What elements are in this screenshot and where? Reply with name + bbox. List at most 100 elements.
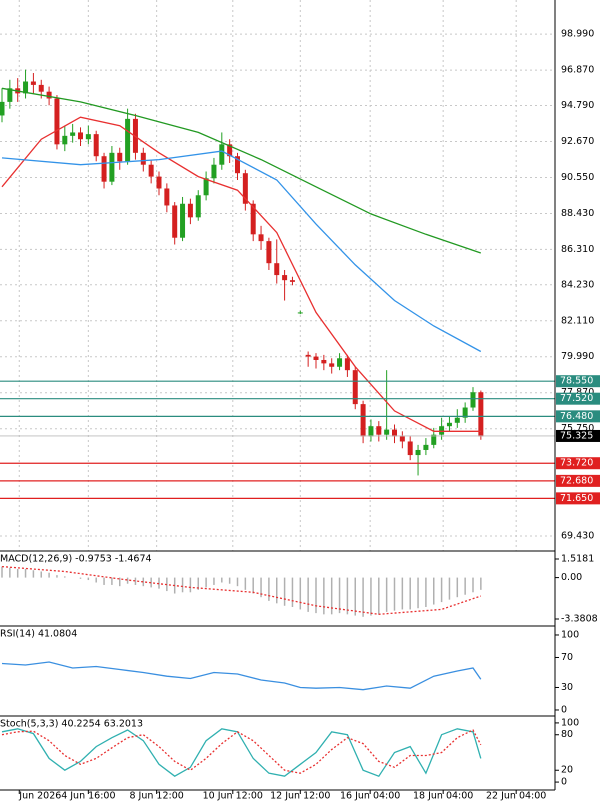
candle-body	[297, 312, 303, 314]
candle-body	[242, 173, 248, 204]
candle-body	[305, 354, 311, 357]
y-tick-label: 92.670	[561, 136, 594, 147]
x-tick-label: 10 Jun 12:00	[203, 791, 263, 802]
level-label-box	[556, 457, 600, 470]
indicator-line	[1, 87, 482, 254]
candle-body	[329, 363, 335, 367]
level-label: 78.550	[560, 376, 593, 387]
level-label: 75.325	[560, 430, 593, 441]
y-tick-label: 94.790	[561, 100, 594, 111]
y-tick-label: 0.00	[561, 572, 582, 583]
candle-body	[109, 152, 115, 182]
candle-body	[62, 135, 68, 145]
candle-body	[462, 407, 468, 418]
candle-body	[415, 449, 421, 456]
candle-body	[203, 178, 209, 196]
candle-body	[235, 156, 240, 174]
candle-body	[313, 356, 319, 360]
candle-body	[46, 91, 52, 99]
y-tick-label: 30	[561, 682, 573, 693]
candle-body	[446, 422, 452, 427]
level-label-box	[556, 492, 600, 505]
level-label-box	[556, 392, 600, 405]
indicator-title: Stoch(5,3,3) 40.2254 63.2013	[0, 719, 143, 730]
indicator-title: RSI(14) 41.0804	[0, 629, 77, 640]
candle-body	[258, 234, 264, 242]
candle-body	[289, 280, 295, 282]
candle-body	[478, 392, 484, 437]
candle-body	[38, 84, 44, 92]
candle-body	[376, 426, 382, 435]
y-tick-label: 20	[561, 765, 573, 776]
y-tick-label: -3.3808	[561, 614, 598, 625]
candle-body	[148, 164, 154, 177]
y-tick-label: 70	[561, 652, 573, 663]
candle-body	[211, 164, 217, 179]
y-tick-label: 0	[561, 777, 567, 788]
level-label: 77.520	[560, 393, 593, 404]
level-label-box	[556, 474, 600, 487]
candle-body	[321, 359, 327, 364]
candle-body	[70, 132, 76, 136]
candle-body	[360, 404, 366, 437]
candle-body	[187, 203, 193, 218]
candle-body	[101, 156, 107, 182]
y-tick-label: 0	[561, 704, 567, 715]
candle-body	[140, 152, 146, 165]
x-tick-label: 8 Jun 12:00	[129, 791, 183, 802]
y-tick-label: 69.430	[561, 531, 594, 542]
level-label: 73.720	[560, 458, 593, 469]
candle-body	[125, 118, 131, 162]
y-tick-label: 96.870	[561, 65, 594, 76]
y-tick-label: 1.5181	[561, 554, 594, 565]
candle-body	[368, 426, 374, 437]
level-label: 76.480	[560, 411, 593, 422]
indicator-line	[1, 728, 482, 777]
y-tick-label: 86.310	[561, 244, 594, 255]
x-tick-label: 22 Jun 04:00	[486, 791, 546, 802]
candle-body	[399, 436, 405, 442]
x-tick-label: 16 Jun 04:00	[340, 791, 400, 802]
candle-body	[250, 203, 256, 235]
indicator-line	[1, 150, 482, 353]
y-tick-label: 84.230	[561, 279, 594, 290]
y-tick-label: 75.750	[561, 423, 594, 434]
y-tick-label: 90.550	[561, 172, 594, 183]
plot	[0, 69, 555, 777]
candle-body	[219, 144, 225, 165]
candle-body	[337, 358, 343, 367]
y-tick-label: 98.990	[561, 29, 594, 40]
level-label-box	[556, 429, 600, 442]
y-tick-label: 79.990	[561, 351, 594, 362]
candle-body	[156, 176, 162, 189]
candle-body	[439, 426, 445, 435]
candle-body	[454, 417, 460, 423]
candle-body	[78, 132, 83, 140]
candle-body	[195, 195, 201, 218]
candle-body	[164, 188, 170, 206]
candle-body	[85, 134, 91, 140]
indicator-line	[1, 661, 482, 691]
indicator-title: MACD(12,26,9) -0.9753 -1.4674	[0, 554, 152, 565]
x-tick-label: Jun 2026	[18, 791, 61, 802]
candle-body	[180, 203, 186, 238]
candle-body	[423, 444, 429, 450]
candle-body	[54, 98, 60, 145]
x-tick-label: 4 Jun 16:00	[61, 791, 115, 802]
candle-body	[274, 263, 280, 276]
candle-body	[407, 441, 413, 456]
candle-body	[7, 88, 13, 102]
candle-body	[384, 429, 390, 435]
level-label: 71.650	[560, 493, 593, 504]
candle-body	[344, 358, 350, 371]
candle-body	[117, 152, 123, 162]
candle-body	[30, 81, 36, 85]
x-tick-label: 12 Jun 12:00	[270, 791, 330, 802]
x-tick-label: 18 Jun 04:00	[413, 791, 473, 802]
candle-body	[172, 205, 178, 238]
candle-body	[93, 134, 99, 157]
y-tick-label: 100	[561, 629, 579, 640]
indicator-line	[1, 729, 482, 774]
